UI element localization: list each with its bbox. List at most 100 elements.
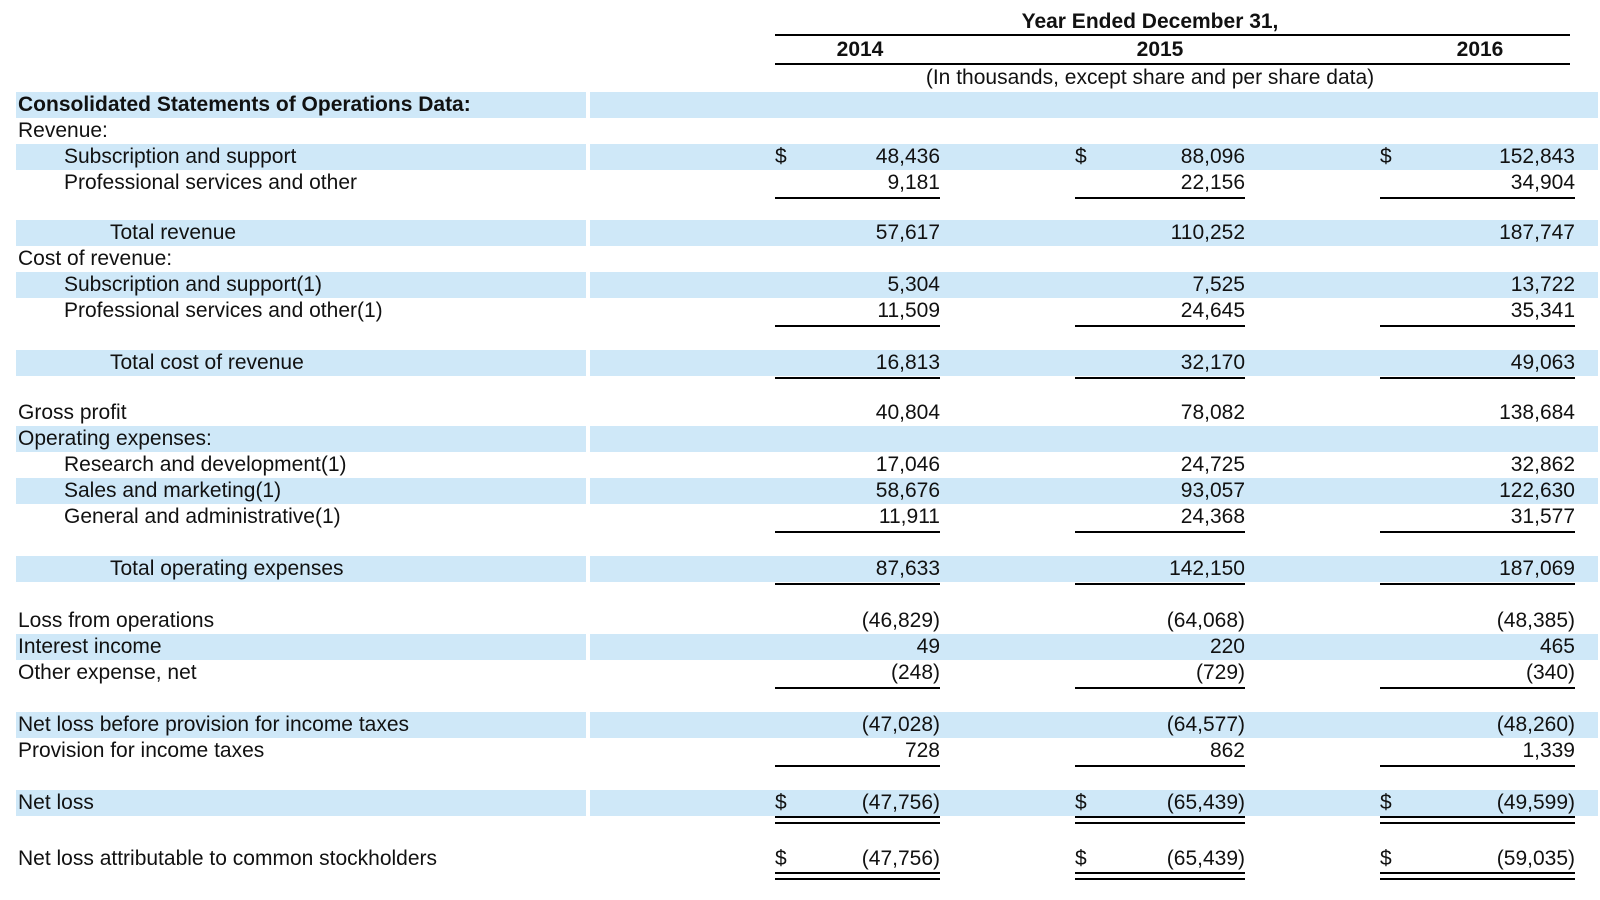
cell-value: 58,676 <box>875 479 940 502</box>
cell-value: 187,069 <box>1499 557 1575 580</box>
period-header-rule <box>775 34 1570 36</box>
dollar-sign: $ <box>1075 145 1087 168</box>
cell-value: (729) <box>1195 661 1245 684</box>
dollar-sign: $ <box>775 145 787 168</box>
subtotal-rule <box>1075 197 1245 199</box>
row-label: Sales and marketing(1) <box>64 479 282 502</box>
cell-value: 220 <box>1209 635 1245 658</box>
units-note: (In thousands, except share and per shar… <box>925 66 1375 89</box>
cell-value: 32,862 <box>1510 453 1575 476</box>
row-band <box>590 426 1598 452</box>
row-label: Total revenue <box>110 221 237 244</box>
cell-value: 142,150 <box>1169 557 1245 580</box>
row-label: Cost of revenue: <box>18 247 173 270</box>
row-label: Research and development(1) <box>64 453 347 476</box>
year-header-rule <box>775 63 1570 65</box>
dollar-sign: $ <box>1380 847 1392 870</box>
dollar-sign: $ <box>1075 847 1087 870</box>
cell-value: 31,577 <box>1510 505 1575 528</box>
subtotal-rule <box>775 531 940 533</box>
subtotal-rule <box>1380 531 1575 533</box>
cell-value: 87,633 <box>875 557 940 580</box>
row-band <box>590 790 1598 816</box>
cell-value: (248) <box>890 661 940 684</box>
table-row: Provision for income taxes 728 862 1,339 <box>0 738 1600 767</box>
cell-value: 34,904 <box>1510 171 1575 194</box>
total-double-rule <box>1380 816 1575 824</box>
row-band <box>590 712 1598 738</box>
subtotal-rule <box>1380 687 1575 689</box>
table-row: Sales and marketing(1) 58,676 93,057 122,63… <box>0 478 1600 504</box>
table-row: Net loss attributable to common stockhol… <box>0 846 1600 880</box>
cell-value: 110,252 <box>1170 221 1245 244</box>
table-row: Total cost of revenue 16,813 32,170 49,063 <box>0 350 1600 379</box>
subtotal-rule <box>1075 325 1245 327</box>
row-band <box>16 556 586 582</box>
cell-value: 93,057 <box>1180 479 1245 502</box>
cell-value: (48,260) <box>1496 713 1575 736</box>
row-label: Total cost of revenue <box>110 351 304 374</box>
table-row: Net loss before provision for income tax… <box>0 712 1600 738</box>
cell-value: (64,068) <box>1166 609 1245 632</box>
row-label: Professional services and other <box>64 171 357 194</box>
subtotal-rule <box>1380 765 1575 767</box>
cell-value: (48,385) <box>1496 609 1575 632</box>
cell-value: 32,170 <box>1180 351 1245 374</box>
cell-value: 138,684 <box>1499 401 1575 424</box>
cell-value: (65,439) <box>1166 791 1245 814</box>
cell-value: 57,617 <box>875 221 940 244</box>
row-label: Interest income <box>18 635 162 658</box>
cell-value: 862 <box>1209 739 1245 762</box>
table-row: Net loss $ (47,756) $ (65,439) $ (49,599) <box>0 790 1600 824</box>
row-label: Provision for income taxes <box>18 739 265 762</box>
row-label: Subscription and support <box>64 145 297 168</box>
row-label: Revenue: <box>18 119 108 142</box>
period-header: Year Ended December 31, <box>1021 10 1279 33</box>
cell-value: (47,756) <box>861 847 940 870</box>
row-label: Net loss before provision for income tax… <box>18 713 410 736</box>
subtotal-rule <box>775 325 940 327</box>
row-band <box>16 426 586 452</box>
row-label: Gross profit <box>18 401 127 424</box>
cell-value: 24,368 <box>1180 505 1245 528</box>
table-row: General and administrative(1) 11,911 24,36… <box>0 504 1600 533</box>
row-label: Other expense, net <box>18 661 197 684</box>
row-band <box>590 634 1598 660</box>
cell-value: 49,063 <box>1510 351 1575 374</box>
table-row: Interest income 49 220 465 <box>0 634 1600 660</box>
subtotal-rule <box>1075 531 1245 533</box>
row-label: Net loss <box>18 791 94 814</box>
table-row: Loss from operations (46,829) (64,068) (48,… <box>0 608 1600 634</box>
cell-value: 49 <box>916 635 940 658</box>
row-band <box>16 350 586 376</box>
row-band <box>16 712 586 738</box>
row-label: Net loss attributable to common stockhol… <box>18 847 438 870</box>
total-double-rule <box>1380 872 1575 880</box>
year-header-2015: 2015 <box>1136 38 1184 61</box>
year-header-2014: 2014 <box>836 38 884 61</box>
cell-value: 11,911 <box>878 505 940 528</box>
table-row: Cost of revenue: <box>0 246 1600 272</box>
row-label: Professional services and other(1) <box>64 299 383 322</box>
cell-value: 122,630 <box>1499 479 1575 502</box>
total-double-rule <box>775 816 940 824</box>
subtotal-rule <box>775 583 940 585</box>
subtotal-rule <box>775 687 940 689</box>
dollar-sign: $ <box>775 847 787 870</box>
cell-value: 22,156 <box>1180 171 1245 194</box>
table-row: Subscription and support $48,436 $88,096 $1… <box>0 144 1600 170</box>
subtotal-rule <box>1075 583 1245 585</box>
table-row: Professional services and other(1) 11,509… <box>0 298 1600 327</box>
subtotal-rule <box>1075 377 1245 379</box>
subtotal-rule <box>1380 197 1575 199</box>
table-row: Professional services and other 9,181 22,1… <box>0 170 1600 199</box>
row-label: Subscription and support(1) <box>64 273 322 296</box>
cell-value: 5,304 <box>887 273 940 296</box>
cell-value: (49,599) <box>1496 791 1575 814</box>
cell-value: 7,525 <box>1192 273 1245 296</box>
cell-value: (47,028) <box>861 713 940 736</box>
row-label: Operating expenses: <box>18 427 212 450</box>
row-label: Loss from operations <box>18 609 215 632</box>
row-band <box>590 220 1598 246</box>
cell-value: (46,829) <box>861 609 940 632</box>
